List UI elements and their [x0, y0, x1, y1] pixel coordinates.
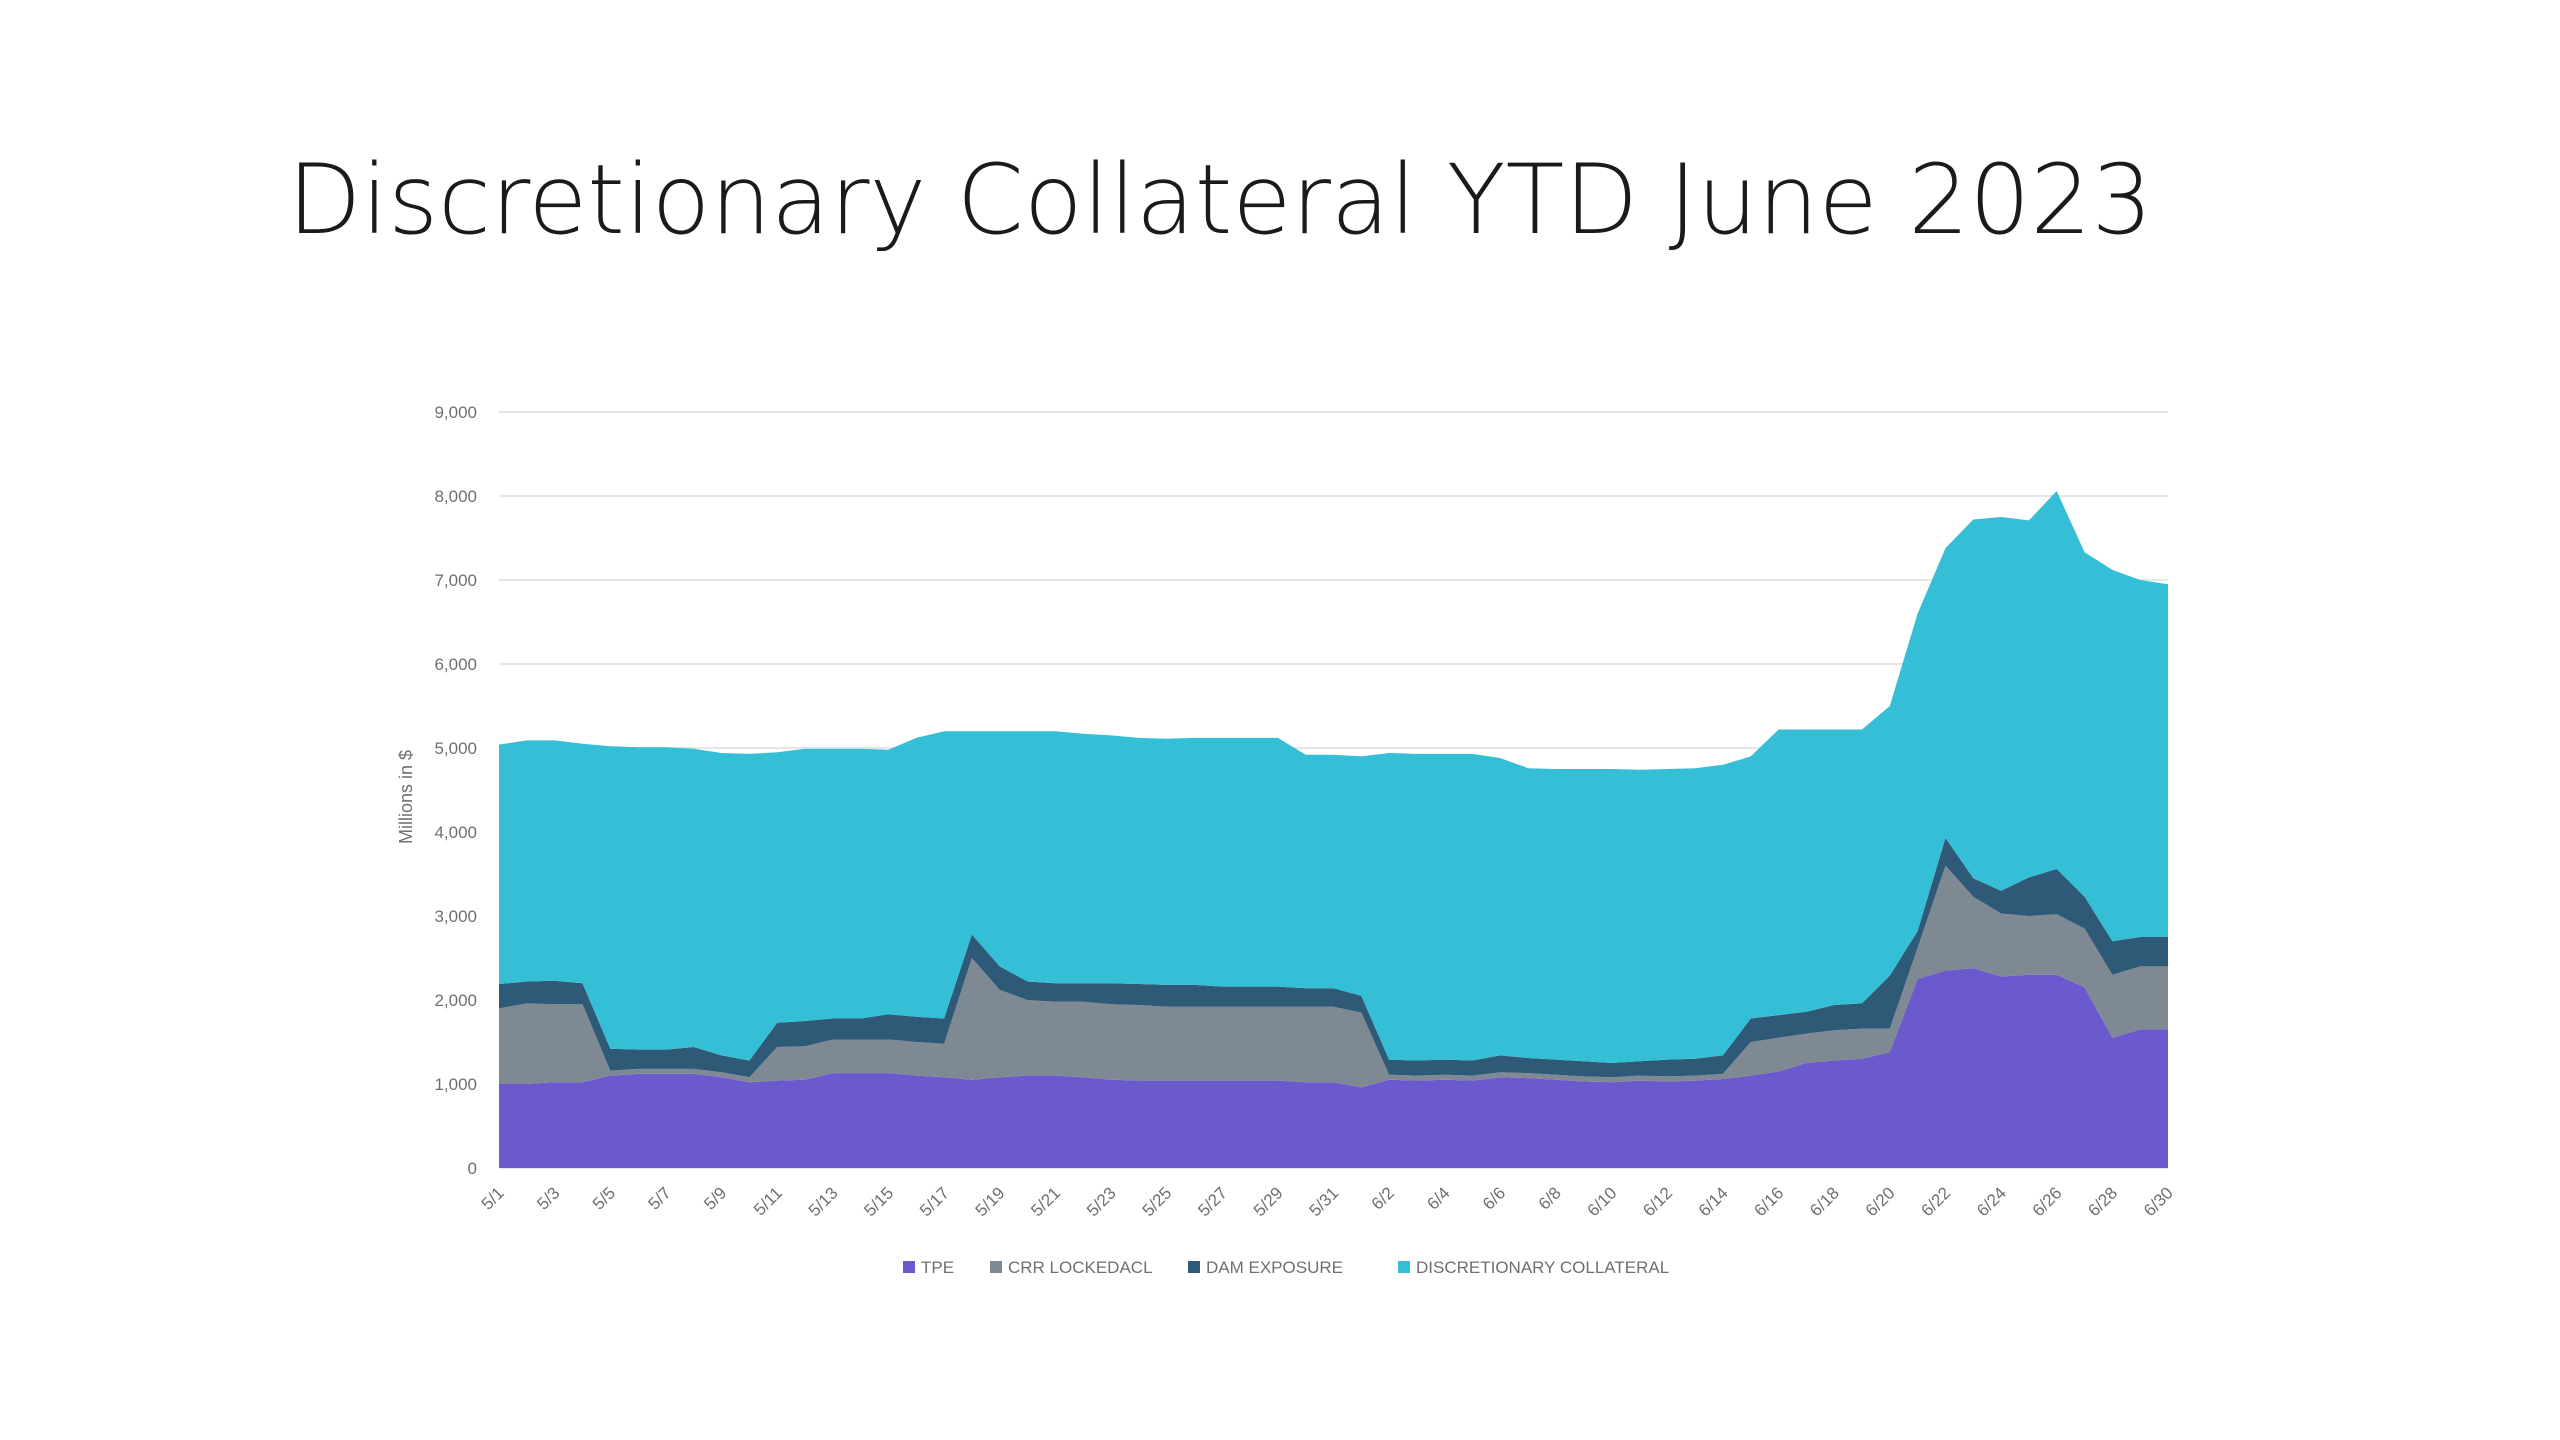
x-tick-label: 6/18: [1806, 1183, 1843, 1220]
x-tick-label: 6/30: [2140, 1183, 2177, 1220]
x-tick-label: 5/21: [1027, 1183, 1064, 1220]
x-tick-label: 5/13: [805, 1183, 842, 1220]
legend-swatch: [1398, 1261, 1410, 1273]
x-tick-label: 6/8: [1535, 1183, 1565, 1213]
x-tick-label: 6/6: [1479, 1183, 1509, 1213]
legend-label: TPE: [921, 1258, 954, 1277]
y-axis-ticks: 0 1,000 2,000 3,000 4,000 5,000 6,000 7,000 8,00…: [434, 403, 477, 1178]
y-tick-label: 2,000: [434, 991, 477, 1010]
x-tick-label: 5/29: [1250, 1183, 1287, 1220]
x-tick-label: 6/24: [1973, 1183, 2010, 1220]
legend-label: DAM EXPOSURE: [1206, 1258, 1343, 1277]
legend-item-discretionary-collateral: DISCRETIONARY COLLATERAL: [1398, 1258, 1669, 1277]
x-tick-label: 6/22: [1917, 1183, 1954, 1220]
area-series-discretionary-collateral: [499, 491, 2168, 1063]
x-tick-label: 5/23: [1083, 1183, 1120, 1220]
legend-item-tpe: TPE: [903, 1258, 954, 1277]
x-tick-label: 6/20: [1862, 1183, 1899, 1220]
legend-label: CRR LOCKEDACL: [1008, 1258, 1153, 1277]
x-tick-label: 5/1: [478, 1183, 508, 1213]
legend-label: DISCRETIONARY COLLATERAL: [1416, 1258, 1669, 1277]
area-series-tpe: [499, 968, 2168, 1168]
x-tick-label: 6/16: [1751, 1183, 1788, 1220]
x-tick-label: 5/25: [1139, 1183, 1176, 1220]
x-tick-label: 5/15: [860, 1183, 897, 1220]
x-tick-label: 5/19: [972, 1183, 1009, 1220]
x-tick-label: 5/7: [645, 1183, 675, 1213]
y-tick-label: 6,000: [434, 655, 477, 674]
x-tick-label: 5/3: [533, 1183, 563, 1213]
x-tick-label: 6/10: [1584, 1183, 1621, 1220]
x-tick-label: 5/27: [1194, 1183, 1231, 1220]
x-tick-label: 6/4: [1423, 1183, 1453, 1213]
slide-title: Discretionary Collateral YTD June 2023: [287, 144, 2153, 256]
x-tick-label: 5/17: [916, 1183, 953, 1220]
legend-swatch: [1188, 1261, 1200, 1273]
area-series-crr-lockedacl: [499, 865, 2168, 1088]
x-tick-label: 6/12: [1639, 1183, 1676, 1220]
y-tick-label: 0: [468, 1159, 477, 1178]
legend-swatch: [990, 1261, 1002, 1273]
y-tick-label: 9,000: [434, 403, 477, 422]
x-tick-label: 5/9: [700, 1183, 730, 1213]
area-series-dam-exposure: [499, 837, 2168, 1078]
y-tick-label: 7,000: [434, 571, 477, 590]
x-axis-ticks: 5/1 5/3 5/5 5/7 5/9 5/11 5/13 5/15 5/17 5/19 5/21 5…: [478, 1183, 2177, 1220]
y-tick-label: 4,000: [434, 823, 477, 842]
y-tick-label: 5,000: [434, 739, 477, 758]
area-series-group: [499, 491, 2168, 1168]
legend: TPE CRR LOCKEDACL DAM EXPOSURE DISCRETIONAR…: [903, 1258, 1669, 1277]
x-tick-label: 6/14: [1695, 1183, 1732, 1220]
y-tick-label: 8,000: [434, 487, 477, 506]
y-tick-label: 1,000: [434, 1075, 477, 1094]
legend-swatch: [903, 1261, 915, 1273]
y-tick-label: 3,000: [434, 907, 477, 926]
x-tick-label: 5/31: [1305, 1183, 1342, 1220]
x-tick-label: 6/28: [2084, 1183, 2121, 1220]
x-tick-label: 6/26: [2029, 1183, 2066, 1220]
x-tick-label: 5/11: [750, 1183, 786, 1219]
x-tick-label: 6/2: [1368, 1183, 1398, 1213]
y-axis-label: Millions in $: [396, 750, 416, 844]
legend-item-dam-exposure: DAM EXPOSURE: [1188, 1258, 1343, 1277]
legend-item-crr-lockedacl: CRR LOCKEDACL: [990, 1258, 1153, 1277]
x-tick-label: 5/5: [589, 1183, 619, 1213]
